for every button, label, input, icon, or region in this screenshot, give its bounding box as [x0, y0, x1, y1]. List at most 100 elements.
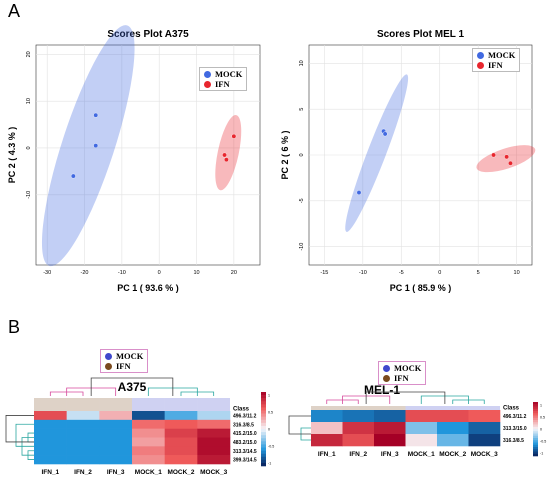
- heatmap-cell: [132, 437, 165, 447]
- heatmap-cell: [197, 411, 231, 421]
- colorbar-segment: [261, 419, 266, 424]
- legend-label-mock: MOCK: [394, 363, 422, 373]
- colorbar-segment: [261, 407, 266, 411]
- heatmap-cell: [66, 446, 100, 456]
- data-point: [504, 154, 510, 160]
- confidence-ellipse: [215, 115, 242, 191]
- heatmap-cell: [132, 419, 165, 429]
- class-cell: [374, 406, 406, 410]
- legend-label-ifn: IFN: [394, 373, 409, 383]
- ifn-dot-icon: [383, 374, 390, 382]
- heatmap-cell: [132, 446, 165, 456]
- column-label: IFN_3: [381, 451, 399, 458]
- data-point: [508, 160, 513, 166]
- heatmap-cell: [405, 410, 438, 423]
- class-cell: [66, 398, 100, 411]
- colorbar-tick-label: -0.5: [268, 445, 274, 449]
- data-point: [223, 157, 229, 163]
- x-tick-label: -20: [81, 270, 89, 276]
- colorbar-segment: [261, 435, 266, 439]
- row-label: 496.3/11.2: [503, 414, 527, 420]
- y-tick-label: 0: [299, 153, 305, 156]
- y-tick-label: -10: [26, 191, 32, 199]
- legend-label-ifn: IFN: [116, 361, 131, 371]
- x-tick-label: -15: [320, 270, 328, 276]
- class-cell: [197, 398, 230, 411]
- heatmap-cell: [164, 446, 198, 456]
- colorbar-segment: [261, 456, 266, 461]
- heatmap-cell: [311, 410, 343, 423]
- mock-dot-icon: [105, 352, 112, 360]
- x-tick-label: -30: [43, 270, 51, 276]
- heatmap-cell: [342, 410, 375, 423]
- colorbar-segment: [261, 447, 266, 451]
- mock-dot-icon: [477, 51, 484, 59]
- x-tick-label: -10: [118, 270, 126, 276]
- colorbar-segment: [533, 431, 538, 434]
- colorbar-segment: [261, 441, 266, 445]
- legend-item-mock: MOCK: [105, 351, 143, 361]
- colorbar-segment: [533, 449, 538, 452]
- x-tick-label: -10: [359, 270, 367, 276]
- data-point: [491, 152, 496, 158]
- colorbar-segment: [261, 416, 266, 421]
- data-point: [70, 173, 76, 179]
- y-axis-label: PC 2 ( 6 % ): [280, 130, 290, 179]
- class-cell: [34, 398, 67, 411]
- mock-dot-icon: [204, 70, 211, 78]
- column-label: MOCK_1: [408, 451, 435, 458]
- column-label: IFN_1: [41, 469, 59, 476]
- colorbar-tick-label: 0.5: [268, 411, 273, 415]
- heatmap-cell: [66, 437, 100, 447]
- colorbar-segment: [533, 420, 538, 423]
- class-label: Class: [233, 407, 250, 413]
- colorbar-segment: [261, 422, 266, 427]
- class-cell: [342, 406, 374, 410]
- data-point: [93, 143, 99, 149]
- row-dendrogram-link: [5, 415, 34, 443]
- heatmap-mel1: MEL-1 Class 496.3/11.2 313.3/15.0 316.3/8.5 I…: [288, 383, 546, 458]
- colorbar-segment: [261, 401, 266, 405]
- column-label: MOCK_3: [471, 451, 498, 458]
- colorbar-segment: [261, 404, 266, 408]
- colorbar-segment: [533, 404, 538, 407]
- heatmap-cell: [342, 434, 375, 447]
- colorbar-segment: [533, 440, 538, 443]
- heatmap-cell: [468, 434, 501, 447]
- colorbar-segment: [533, 424, 538, 428]
- confidence-ellipse: [41, 25, 135, 267]
- legend-heatmap-a375: MOCK IFN: [100, 349, 149, 373]
- class-cell: [164, 398, 198, 411]
- row-label: 496.3/11.2: [233, 413, 257, 419]
- heatmap-cell: [66, 411, 100, 421]
- legend-item-mock: MOCK: [204, 69, 242, 79]
- legend-item-ifn: IFN: [383, 373, 421, 383]
- heatmap-cell: [164, 437, 198, 447]
- colorbar-segment: [261, 413, 266, 417]
- y-tick-label: 0: [26, 146, 32, 149]
- colorbar-segment: [533, 433, 538, 437]
- heatmap-cell: [468, 410, 501, 423]
- data-point: [93, 112, 99, 118]
- x-tick-label: 0: [438, 270, 441, 276]
- x-tick-label: 0: [158, 270, 161, 276]
- x-tick-label: -5: [399, 270, 404, 276]
- colorbar-segment: [533, 451, 538, 455]
- class-cell: [132, 398, 165, 411]
- heatmap-cell: [405, 422, 438, 435]
- colorbar-segment: [261, 444, 266, 448]
- heatmap-cell: [34, 428, 67, 438]
- column-label: MOCK_3: [200, 469, 227, 476]
- heatmap-cell: [311, 434, 343, 447]
- heatmap-cell: [164, 411, 198, 421]
- class-cell: [99, 398, 132, 411]
- colorbar-segment: [261, 450, 266, 454]
- legend-item-mock: MOCK: [477, 50, 515, 60]
- row-dendrogram-link: [288, 415, 311, 435]
- legend-label-ifn: IFN: [215, 79, 230, 89]
- heatmap-cell: [437, 422, 469, 435]
- colorbar-tick-label: 0: [268, 428, 270, 432]
- ifn-dot-icon: [204, 80, 211, 88]
- class-label: Class: [503, 406, 520, 412]
- heatmap-cell: [342, 422, 375, 435]
